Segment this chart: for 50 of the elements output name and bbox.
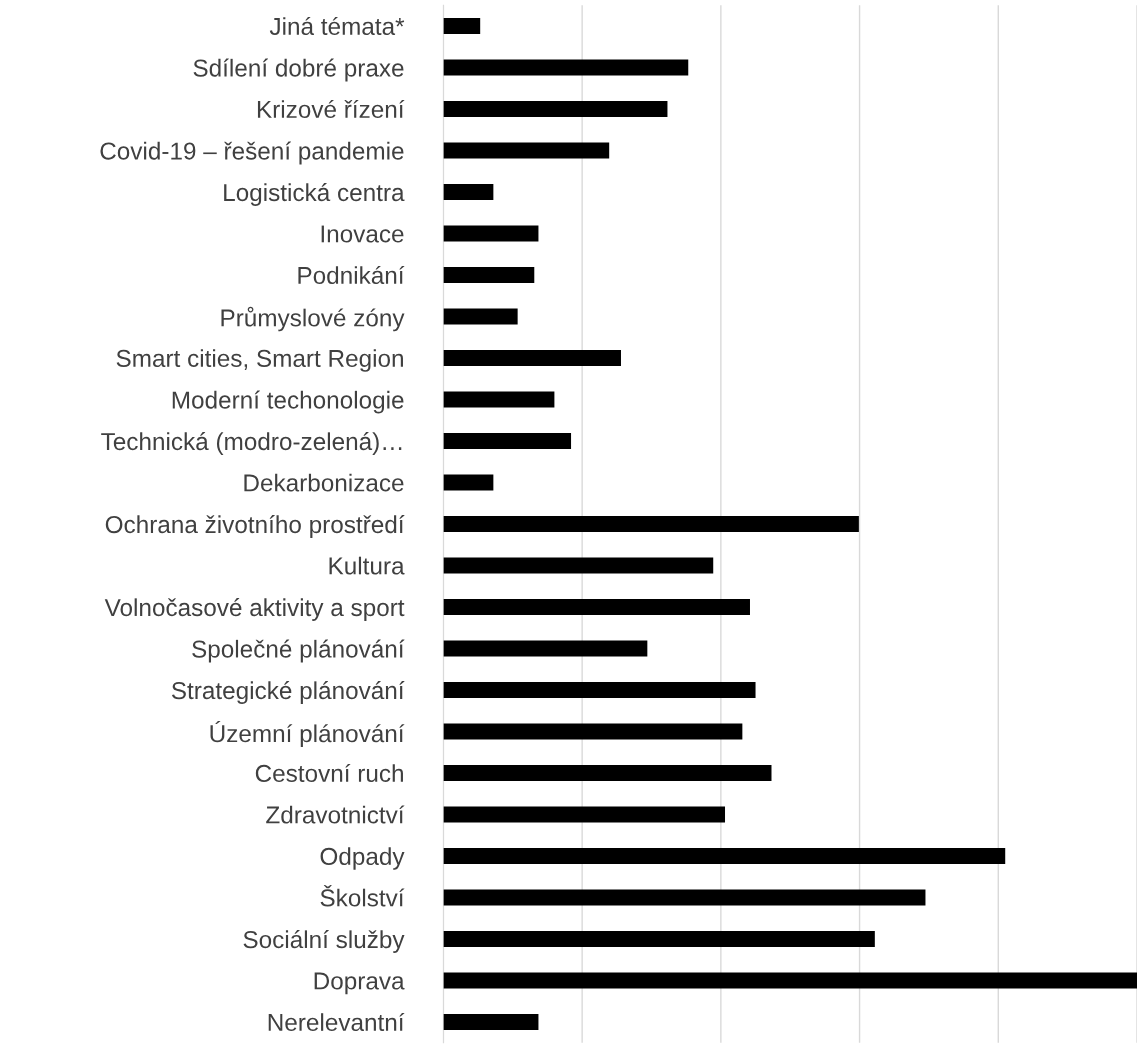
- bar: [443, 267, 535, 283]
- y-tick-label: Školství: [320, 885, 405, 907]
- bar: [443, 806, 726, 823]
- bar: [443, 433, 572, 449]
- y-tick-label: Dekarbonizace: [244, 473, 404, 492]
- bar: [443, 640, 648, 657]
- y-tick-label: Cestovní ruch: [255, 763, 403, 783]
- y-tick-label: Sociální služby: [243, 930, 405, 953]
- bar: [443, 142, 610, 159]
- bar: [443, 889, 926, 906]
- y-tick-label: Doprava: [314, 972, 405, 995]
- y-tick-label: Sdílení dobré praxe: [193, 58, 404, 82]
- bar: [443, 848, 1006, 864]
- y-tick-label: Krizové řízení: [257, 99, 405, 119]
- bar: [443, 184, 494, 200]
- y-tick-label: Zdravotnictví: [266, 805, 405, 824]
- y-tick-label: Strategické plánování: [171, 681, 405, 704]
- bar: [443, 350, 621, 366]
- y-tick-label: Moderní techonologie: [172, 390, 404, 414]
- bar: [443, 59, 689, 76]
- y-tick-label: Logistická centra: [224, 183, 405, 206]
- bar: [443, 308, 518, 325]
- y-tick-label: Kultura: [329, 556, 405, 575]
- bar: [443, 723, 743, 740]
- y-tick-label: Covid-19 – řešení pandemie: [100, 141, 404, 165]
- y-tick-label: Inovace: [321, 225, 404, 243]
- bar: [443, 516, 859, 532]
- bar: [443, 101, 668, 117]
- bar: [443, 931, 875, 947]
- bar: [443, 682, 756, 698]
- bar: [443, 225, 539, 242]
- bar: [443, 599, 750, 615]
- y-tick-label: Územní plánování: [210, 720, 405, 748]
- y-tick-label: Ochrana životního prostředí: [105, 515, 405, 538]
- bar: [443, 1014, 539, 1030]
- bar: [443, 557, 714, 574]
- y-tick-label: Společné plánování: [192, 639, 405, 663]
- y-tick-label: Odpady: [320, 847, 405, 870]
- bar: [443, 391, 555, 408]
- y-tick-label: Jiná témata*: [269, 16, 405, 36]
- y-tick-label: Smart cities, Smart Region: [116, 349, 403, 372]
- bar: [443, 474, 494, 491]
- y-tick-label: Podnikání: [298, 265, 405, 285]
- y-tick-label: Technická (modro-zelená)…: [101, 432, 402, 455]
- bar: [443, 972, 1137, 989]
- y-tick-label: Volnočasové aktivity a sport: [104, 598, 405, 621]
- bar: [443, 765, 772, 781]
- y-tick-label: Nerelevantní: [268, 1012, 405, 1032]
- y-tick-label: Průmyslové zóny: [221, 306, 405, 332]
- bar: [443, 18, 481, 34]
